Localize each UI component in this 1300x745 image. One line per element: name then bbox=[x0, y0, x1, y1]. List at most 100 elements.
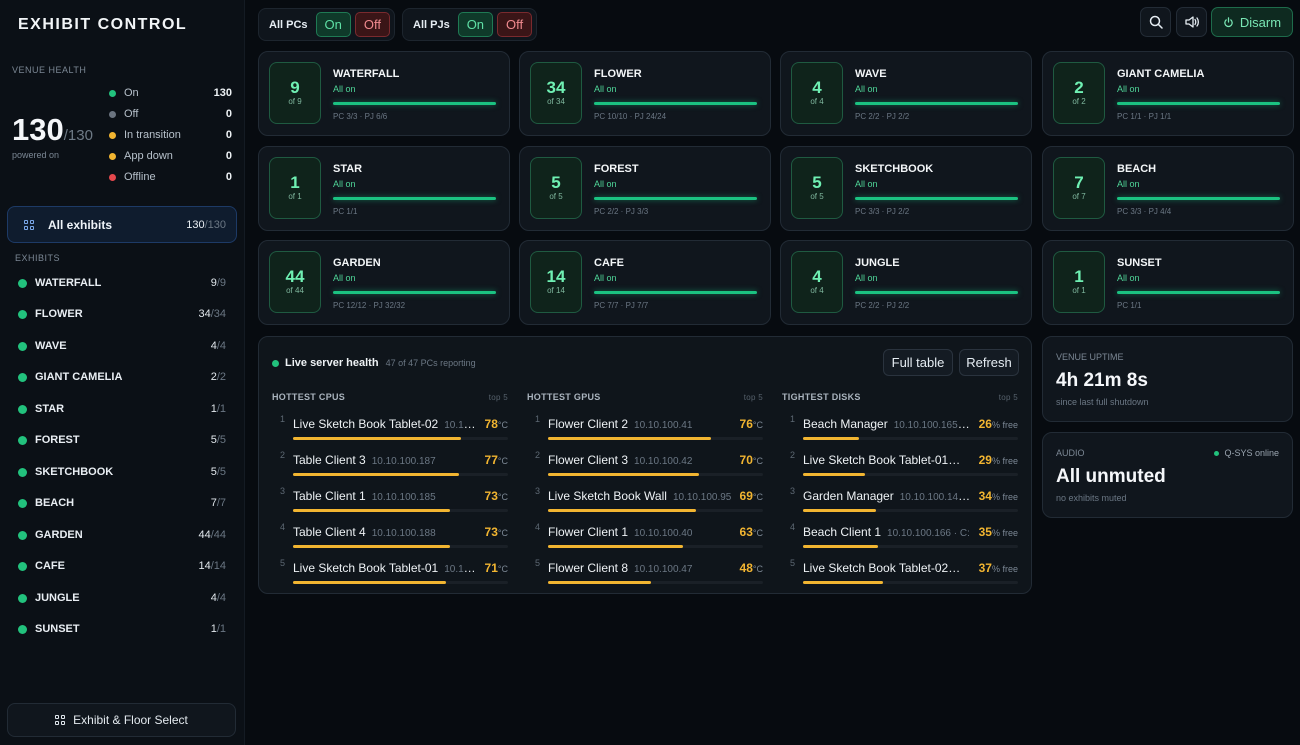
status-bar bbox=[1117, 291, 1280, 294]
status-dot bbox=[109, 89, 116, 97]
card-status: All on bbox=[1117, 273, 1140, 283]
exhibits-label: EXHIBITS bbox=[15, 253, 61, 263]
sidebar-item-giant-camelia[interactable]: GIANT CAMELIA 2/2 bbox=[18, 370, 226, 384]
table-row[interactable]: 1 Beach Manager 10.10.100.165 · C: 26% free bbox=[782, 413, 1018, 449]
grid-icon bbox=[55, 715, 66, 725]
all-pcs-toggle: All PCs On Off bbox=[258, 8, 395, 41]
audio-panel[interactable]: AUDIO Q-SYS online All unmuted no exhibi… bbox=[1042, 432, 1293, 518]
count-badge: 2 of 2 bbox=[1053, 62, 1105, 124]
exhibit-card-giant-camelia[interactable]: 2 of 2 GIANT CAMELIA All on PC 1/1 · PJ 1/1 bbox=[1042, 51, 1294, 136]
refresh-button[interactable]: Refresh bbox=[959, 349, 1019, 376]
table-row[interactable]: 2 Table Client 3 10.10.100.187 77°C bbox=[272, 449, 508, 485]
exhibit-card-forest[interactable]: 5 of 5 FOREST All on PC 2/2 · PJ 3/3 bbox=[519, 146, 771, 231]
sidebar-item-waterfall[interactable]: WATERFALL 9/9 bbox=[18, 276, 226, 290]
app-title: EXHIBIT CONTROL bbox=[18, 16, 188, 33]
status-dot bbox=[18, 372, 27, 382]
table-row[interactable]: 1 Flower Client 2 10.10.100.41 76°C bbox=[527, 413, 763, 449]
exhibit-card-star[interactable]: 1 of 1 STAR All on PC 1/1 bbox=[258, 146, 510, 231]
qsys-status: Q-SYS online bbox=[1214, 448, 1279, 458]
exhibit-card-cafe[interactable]: 14 of 14 CAFE All on PC 7/7 · PJ 7/7 bbox=[519, 240, 771, 325]
status-dot bbox=[18, 593, 27, 603]
card-status: All on bbox=[333, 273, 356, 283]
status-bar bbox=[855, 102, 1018, 105]
all-exhibits-button[interactable]: All exhibits 130/130 bbox=[7, 206, 237, 243]
sidebar-item-beach[interactable]: BEACH 7/7 bbox=[18, 496, 226, 510]
sidebar-item-garden[interactable]: GARDEN 44/44 bbox=[18, 528, 226, 542]
speaker-icon bbox=[1184, 16, 1199, 28]
count-badge: 1 of 1 bbox=[1053, 251, 1105, 313]
all-pcs-off-button[interactable]: Off bbox=[354, 12, 390, 37]
card-status: All on bbox=[1117, 179, 1140, 189]
sidebar-item-sunset[interactable]: SUNSET 1/1 bbox=[18, 622, 226, 636]
exhibit-card-garden[interactable]: 44 of 44 GARDEN All on PC 12/12 · PJ 32/32 bbox=[258, 240, 510, 325]
health-status-off: Off 0 bbox=[109, 107, 232, 121]
sidebar-item-star[interactable]: STAR 1/1 bbox=[18, 402, 226, 416]
volume-button[interactable] bbox=[1176, 7, 1207, 37]
exhibit-card-wave[interactable]: 4 of 4 WAVE All on PC 2/2 · PJ 2/2 bbox=[780, 51, 1032, 136]
count-badge: 1 of 1 bbox=[269, 157, 321, 219]
tightest-disks-column: TIGHTEST DISKS top 5 1 Beach Manager 10.10.… bbox=[782, 391, 1018, 584]
sidebar-item-flower[interactable]: FLOWER 34/34 bbox=[18, 307, 226, 321]
card-title: BEACH bbox=[1117, 163, 1157, 175]
count-badge: 9 of 9 bbox=[269, 62, 321, 124]
card-title: WAVE bbox=[855, 68, 887, 80]
status-dot bbox=[18, 278, 27, 288]
status-dot bbox=[109, 110, 116, 118]
exhibit-card-beach[interactable]: 7 of 7 BEACH All on PC 3/3 · PJ 4/4 bbox=[1042, 146, 1294, 231]
sidebar-item-wave[interactable]: WAVE 4/4 bbox=[18, 339, 226, 353]
venue-uptime-panel: VENUE UPTIME 4h 21m 8s since last full s… bbox=[1042, 336, 1293, 422]
full-table-button[interactable]: Full table bbox=[883, 349, 953, 376]
card-title: GIANT CAMELIA bbox=[1117, 68, 1205, 80]
exhibit-card-sketchbook[interactable]: 5 of 5 SKETCHBOOK All on PC 3/3 · PJ 2/2 bbox=[780, 146, 1032, 231]
search-button[interactable] bbox=[1140, 7, 1171, 37]
all-pcs-on-button[interactable]: On bbox=[315, 12, 351, 37]
card-title: JUNGLE bbox=[855, 257, 900, 269]
all-pjs-on-button[interactable]: On bbox=[457, 12, 494, 37]
exhibit-floor-select-button[interactable]: Exhibit & Floor Select bbox=[7, 703, 236, 737]
status-dot bbox=[18, 624, 27, 634]
status-bar bbox=[855, 197, 1018, 200]
sidebar-item-forest[interactable]: FOREST 5/5 bbox=[18, 433, 226, 447]
table-row[interactable]: 2 Flower Client 3 10.10.100.42 70°C bbox=[527, 449, 763, 485]
search-icon bbox=[1149, 15, 1163, 29]
count-badge: 7 of 7 bbox=[1053, 157, 1105, 219]
card-status: All on bbox=[594, 84, 617, 94]
card-status: All on bbox=[333, 84, 356, 94]
card-detail: PC 12/12 · PJ 32/32 bbox=[333, 301, 406, 310]
exhibit-card-jungle[interactable]: 4 of 4 JUNGLE All on PC 2/2 · PJ 2/2 bbox=[780, 240, 1032, 325]
grid-icon bbox=[24, 219, 34, 230]
venue-health-label: VENUE HEALTH bbox=[12, 65, 87, 75]
all-pjs-off-button[interactable]: Off bbox=[497, 12, 533, 37]
card-detail: PC 3/3 · PJ 6/6 bbox=[333, 112, 388, 121]
sidebar-item-jungle[interactable]: JUNGLE 4/4 bbox=[18, 591, 226, 605]
sidebar-item-sketchbook[interactable]: SKETCHBOOK 5/5 bbox=[18, 465, 226, 479]
status-dot bbox=[18, 561, 27, 571]
disarm-button[interactable]: Disarm bbox=[1211, 7, 1293, 37]
count-badge: 4 of 4 bbox=[791, 62, 843, 124]
table-row[interactable]: 3 Table Client 1 10.10.100.185 73°C bbox=[272, 485, 508, 521]
table-row[interactable]: 3 Live Sketch Book Wall 10.10.100.95 69°C bbox=[527, 485, 763, 521]
exhibit-card-sunset[interactable]: 1 of 1 SUNSET All on PC 1/1 bbox=[1042, 240, 1294, 325]
exhibit-card-flower[interactable]: 34 of 34 FLOWER All on PC 10/10 · PJ 24/24 bbox=[519, 51, 771, 136]
uptime-label: VENUE UPTIME bbox=[1056, 352, 1124, 362]
status-dot bbox=[18, 467, 27, 477]
table-row[interactable]: 4 Flower Client 1 10.10.100.40 63°C bbox=[527, 521, 763, 557]
sidebar-item-cafe[interactable]: CAFE 14/14 bbox=[18, 559, 226, 573]
table-row[interactable]: 4 Table Client 4 10.10.100.188 73°C bbox=[272, 521, 508, 557]
exhibit-card-waterfall[interactable]: 9 of 9 WATERFALL All on PC 3/3 · PJ 6/6 bbox=[258, 51, 510, 136]
audio-label: AUDIO bbox=[1056, 448, 1085, 458]
card-status: All on bbox=[855, 179, 878, 189]
server-health-panel: Live server health 47 of 47 PCs reportin… bbox=[258, 336, 1032, 594]
card-detail: PC 7/7 · PJ 7/7 bbox=[594, 301, 649, 310]
status-bar bbox=[594, 197, 757, 200]
status-bar bbox=[333, 102, 496, 105]
card-title: FLOWER bbox=[594, 68, 642, 80]
table-row[interactable]: 5 Flower Client 8 10.10.100.47 48°C bbox=[527, 557, 763, 593]
table-row[interactable]: 4 Beach Client 1 10.10.100.166 · C: 35% fre… bbox=[782, 521, 1018, 557]
status-dot bbox=[18, 530, 27, 540]
